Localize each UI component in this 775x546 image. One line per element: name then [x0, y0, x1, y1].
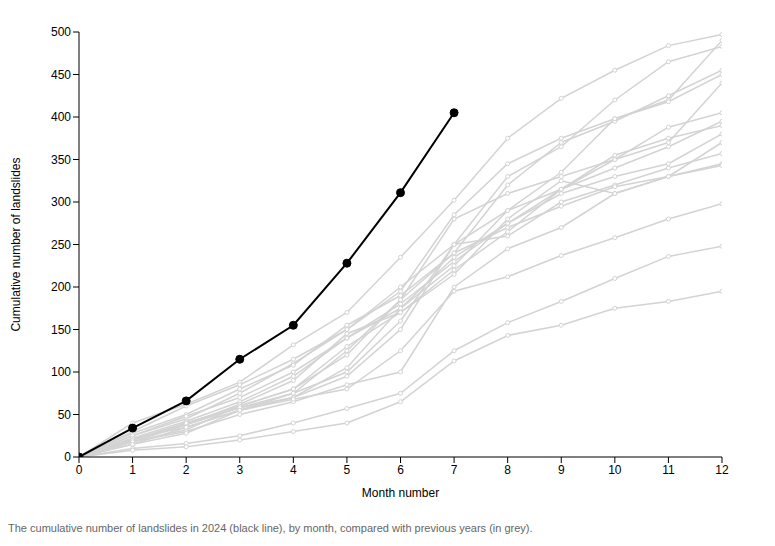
svg-text:Cumulative number of landslide: Cumulative number of landslides [9, 157, 23, 331]
svg-text:50: 50 [58, 408, 72, 422]
svg-text:100: 100 [51, 365, 71, 379]
svg-text:5: 5 [344, 463, 351, 477]
svg-text:300: 300 [51, 195, 71, 209]
svg-text:11: 11 [662, 463, 675, 477]
html-text:The cumulative number of lands: The cumulative number of landslides in 2… [8, 522, 533, 534]
svg-text:8: 8 [504, 463, 511, 477]
svg-text:12: 12 [715, 463, 729, 477]
svg-text:150: 150 [51, 323, 71, 337]
svg-text:0: 0 [76, 463, 83, 477]
svg-text:400: 400 [51, 110, 71, 124]
svg-text:10: 10 [608, 463, 622, 477]
svg-text:3: 3 [236, 463, 243, 477]
svg-text:350: 350 [51, 153, 71, 167]
svg-text:9: 9 [558, 463, 565, 477]
svg-text:250: 250 [51, 238, 71, 252]
svg-text:2: 2 [183, 463, 190, 477]
svg-text:4: 4 [290, 463, 297, 477]
svg-text:450: 450 [51, 68, 71, 82]
svg-text:1: 1 [129, 463, 136, 477]
svg-text:200: 200 [51, 280, 71, 294]
svg-text:6: 6 [397, 463, 404, 477]
svg-text:0: 0 [64, 450, 71, 464]
svg-text:Month number: Month number [362, 486, 439, 500]
svg-text:7: 7 [451, 463, 458, 477]
svg-text:500: 500 [51, 25, 71, 39]
